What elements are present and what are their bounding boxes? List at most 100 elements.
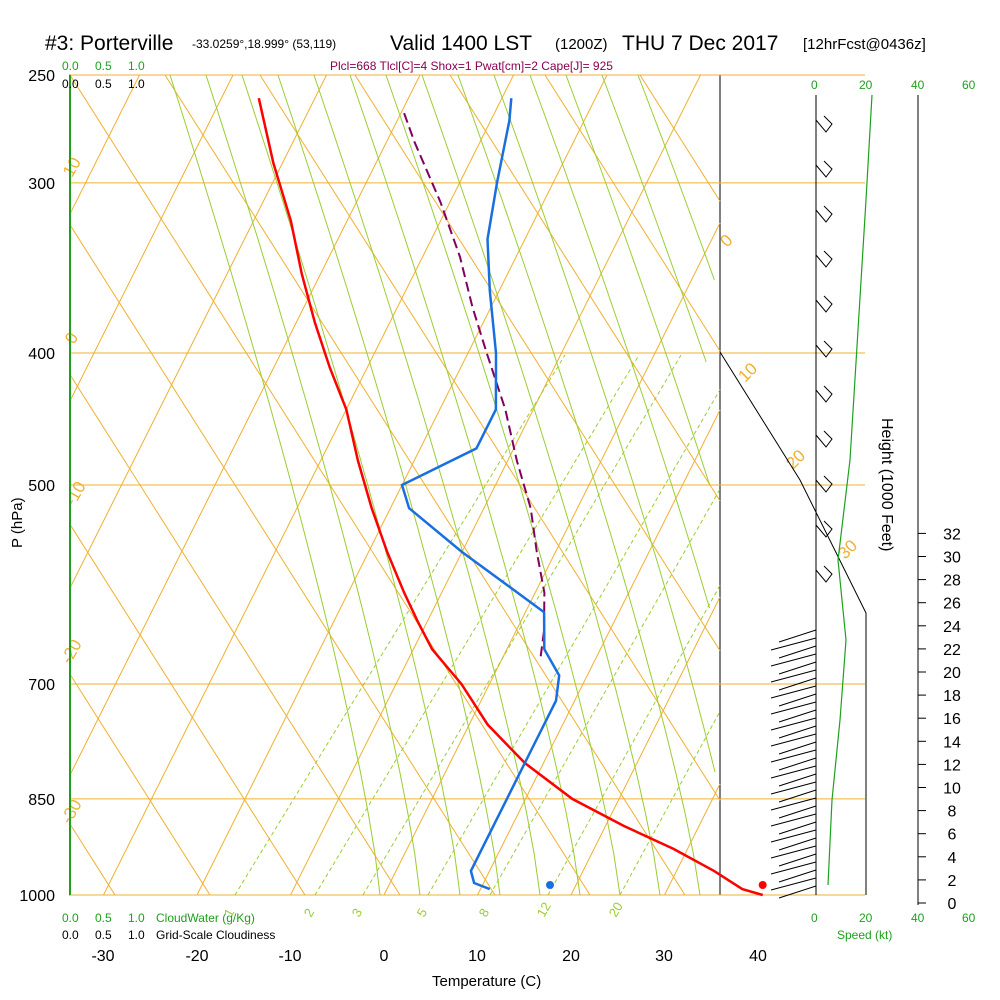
wind-barb — [778, 821, 817, 835]
x-tick-label: -10 — [278, 948, 301, 965]
wind-barb — [770, 877, 817, 891]
isotherm-label: -20 — [57, 636, 86, 667]
y-tick-label: 700 — [28, 677, 55, 694]
height-tick-label: 12 — [943, 757, 961, 774]
sounding-series — [257, 97, 767, 897]
wind-barb — [815, 430, 833, 448]
wind-scale-top-3: 60 — [962, 78, 976, 92]
height-tick-label: 6 — [948, 827, 957, 844]
forecast-run: [12hrFcst@0436z] — [803, 36, 926, 53]
wind-barb — [770, 669, 817, 683]
wind-barb — [815, 295, 833, 313]
wind-barb — [778, 645, 817, 659]
wind-barb — [778, 869, 817, 883]
wind-barb — [770, 861, 817, 875]
x-tick-label: 30 — [655, 948, 673, 965]
isotherm-line — [570, 596, 721, 896]
height-tick-label: 28 — [943, 573, 961, 590]
wind-scale-top-2: 40 — [911, 78, 925, 92]
mixing-ratio-line — [234, 354, 566, 896]
saturated-adiabat-line — [277, 74, 501, 896]
valid-time: Valid 1400 LST — [390, 32, 532, 55]
wind-scale-bot-0: 0 — [811, 911, 818, 925]
height-tick-label: 32 — [943, 526, 961, 543]
wind-scale-bot-2: 40 — [911, 911, 925, 925]
wind-barb — [778, 805, 817, 819]
dewpoint-line — [400, 98, 561, 891]
x-tick-label: -30 — [91, 948, 114, 965]
wind-barb — [778, 677, 817, 691]
y-tick-label: 250 — [28, 68, 55, 85]
mixing-ratio-label: 5 — [414, 906, 431, 920]
height-tick-label: 2 — [948, 873, 957, 890]
wind-barb — [770, 765, 817, 779]
zulu-time: (1200Z) — [555, 36, 608, 53]
isotherm-line — [69, 74, 234, 402]
mixing-ratio-label: 2 — [301, 906, 318, 920]
adiabat-line — [259, 74, 721, 801]
adiabat-line — [354, 74, 721, 651]
wind-barb — [770, 717, 817, 731]
parcel-trace-line — [401, 109, 546, 657]
bottom-scale-cw-1: 0.5 — [95, 911, 112, 925]
bottom-scale-cw-2: 1.0 — [128, 911, 145, 925]
wind-barb — [778, 853, 817, 867]
height-tick-label: 22 — [943, 642, 961, 659]
wind-barb — [815, 250, 833, 268]
mixing-ratio-line — [427, 389, 721, 896]
isotherm-line — [664, 783, 721, 896]
bottom-scale-cw-0: 0.0 — [62, 911, 79, 925]
height-tick-label: 10 — [943, 781, 961, 798]
chart-title: #3: Porterville — [45, 32, 173, 55]
height-tick-label: 30 — [943, 550, 961, 567]
cloudwater-legend: CloudWater (g/Kg) — [156, 911, 255, 925]
height-tick-label: 0 — [948, 896, 957, 913]
top-scale-cl-0: 0.0 — [62, 77, 79, 91]
height-tick-label: 16 — [943, 711, 961, 728]
saturated-adiabat-line — [601, 74, 707, 363]
wind-barb — [770, 733, 817, 747]
wind-panel-outline — [719, 351, 867, 895]
isotherm-label: 20 — [782, 446, 809, 473]
mixing-ratio-label: 8 — [476, 906, 493, 920]
x-tick-label: 40 — [749, 948, 767, 965]
y-axis-label: P (hPa) — [9, 497, 26, 548]
wind-barb — [770, 829, 817, 843]
top-scale-cw-1: 0.5 — [95, 59, 112, 73]
wind-barb — [770, 797, 817, 811]
bottom-scale-cl-0: 0.0 — [62, 928, 79, 942]
mixing-ratio-line — [489, 488, 721, 896]
isotherm-line — [69, 74, 140, 215]
top-scale-cl-2: 1.0 — [128, 77, 145, 91]
wind-scale-bot-1: 20 — [859, 911, 873, 925]
wind-barb — [778, 725, 817, 739]
forecast-date: THU 7 Dec 2017 — [622, 32, 778, 55]
stability-indices: Plcl=668 Tlcl[C]=4 Shox=1 Pwat[cm]=2 Cap… — [330, 59, 613, 73]
wind-barb — [815, 520, 833, 538]
bottom-scale-cl-1: 0.5 — [95, 928, 112, 942]
top-scale-cw-0: 0.0 — [62, 59, 79, 73]
dry-adiabat-grid — [169, 74, 716, 896]
isotherm-label: 10 — [59, 154, 85, 180]
isotherm-line — [103, 74, 514, 896]
isobar-grid — [70, 74, 865, 896]
adiabat-line — [164, 74, 686, 896]
y-tick-label: 850 — [28, 792, 55, 809]
isotherm-label: 0 — [716, 231, 736, 251]
saturated-adiabat-line — [421, 74, 661, 896]
wind-barb — [778, 789, 817, 803]
isotherm-line — [69, 74, 421, 776]
wind-barb — [815, 340, 833, 358]
speed-legend: Speed (kt) — [837, 928, 892, 942]
adiabat-line — [69, 823, 116, 896]
wind-barb — [778, 661, 817, 675]
x-tick-label: -20 — [185, 948, 208, 965]
adiabat-line — [449, 74, 721, 502]
wind-barb — [778, 629, 817, 643]
wind-barb — [778, 885, 817, 899]
wind-profile-panel — [719, 94, 873, 899]
isotherm-line — [477, 409, 721, 896]
saturated-adiabat-line — [637, 74, 715, 281]
adiabat-line — [69, 524, 306, 896]
